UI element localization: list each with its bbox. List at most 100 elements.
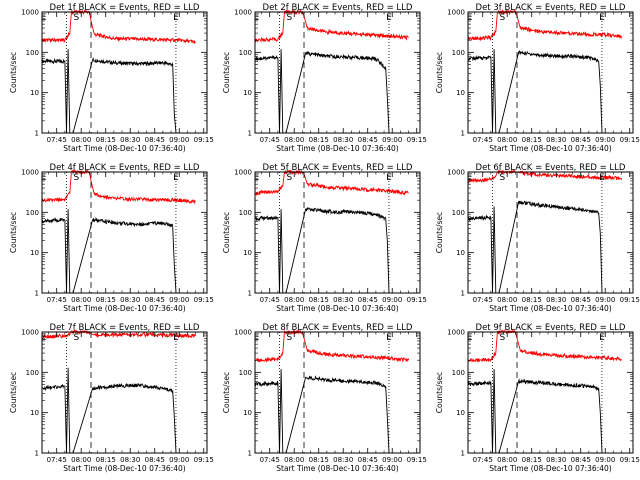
eclipse-marker: E xyxy=(386,13,392,23)
x-tick-label: 08:30 xyxy=(120,456,140,464)
x-axis-label: Start Time (08-Dec-10 07:36:40) xyxy=(276,304,398,313)
x-tick-label: 09:00 xyxy=(169,456,189,464)
x-axis-label: Start Time (08-Dec-10 07:36:40) xyxy=(63,144,185,153)
x-tick-label: 08:00 xyxy=(497,136,517,144)
y-tick-label: 10 xyxy=(30,249,39,257)
x-tick-label: 07:45 xyxy=(260,456,280,464)
x-tick-label: 07:45 xyxy=(473,456,493,464)
plot-frame xyxy=(41,11,208,134)
x-tick-label: 09:00 xyxy=(382,136,402,144)
x-tick-label: 07:45 xyxy=(473,136,493,144)
x-tick-label: 08:30 xyxy=(333,136,353,144)
saa-marker: S xyxy=(499,173,505,183)
saa-marker: S xyxy=(73,173,79,183)
saa-marker: S xyxy=(499,13,505,23)
x-tick-label: 08:45 xyxy=(571,296,591,304)
series-lld-line xyxy=(467,9,623,42)
saa-marker: S xyxy=(286,333,292,343)
x-tick-label: 08:45 xyxy=(571,456,591,464)
eclipse-marker: E xyxy=(599,333,605,343)
panel-title: Det 5f BLACK = Events, RED = LLD xyxy=(263,163,413,173)
y-tick-label: 1000 xyxy=(447,329,465,337)
panel-title: Det 4f BLACK = Events, RED = LLD xyxy=(50,163,200,173)
y-tick-label: 10 xyxy=(243,89,252,97)
x-tick-label: 07:45 xyxy=(260,296,280,304)
x-tick-label: 08:45 xyxy=(358,136,378,144)
y-tick-label: 1000 xyxy=(447,169,465,177)
y-tick-label: 100 xyxy=(239,209,252,217)
y-tick-label: 10 xyxy=(243,409,252,417)
y-tick-label: 1 xyxy=(248,130,252,138)
x-tick-label: 08:15 xyxy=(522,296,542,304)
series-events-line xyxy=(41,367,177,454)
series-events-line xyxy=(467,369,603,454)
x-tick-label: 07:45 xyxy=(47,296,67,304)
y-tick-label: 1 xyxy=(248,450,252,458)
y-tick-label: 1000 xyxy=(447,9,465,17)
saa-marker: S xyxy=(73,13,79,23)
series-lld-line xyxy=(41,9,196,45)
y-tick-label: 1 xyxy=(35,290,39,298)
x-tick-label: 08:30 xyxy=(120,296,140,304)
y-axis-label: Counts/sec xyxy=(9,52,18,93)
y-tick-label: 1 xyxy=(461,130,465,138)
x-axis-label: Start Time (08-Dec-10 07:36:40) xyxy=(489,464,611,473)
y-axis-label: Counts/sec xyxy=(9,212,18,253)
eclipse-marker: E xyxy=(386,173,392,183)
y-axis-label: Counts/sec xyxy=(435,372,444,413)
x-tick-label: 08:15 xyxy=(96,296,116,304)
x-tick-label: 07:45 xyxy=(47,456,67,464)
saa-marker: S xyxy=(73,333,79,343)
x-tick-label: 09:00 xyxy=(595,456,615,464)
x-tick-label: 09:00 xyxy=(382,296,402,304)
panel-title: Det 6f BLACK = Events, RED = LLD xyxy=(476,163,626,173)
x-axis-label: Start Time (08-Dec-10 07:36:40) xyxy=(276,144,398,153)
eclipse-marker: E xyxy=(599,13,605,23)
x-tick-label: 08:30 xyxy=(333,456,353,464)
y-tick-label: 1000 xyxy=(21,9,39,17)
plot-frame xyxy=(467,11,634,134)
x-tick-label: 08:30 xyxy=(546,136,566,144)
y-axis-label: Counts/sec xyxy=(222,372,231,413)
x-tick-label: 08:45 xyxy=(358,296,378,304)
saa-marker: S xyxy=(286,173,292,183)
x-tick-label: 09:15 xyxy=(620,296,640,304)
y-axis-label: Counts/sec xyxy=(222,212,231,253)
y-tick-label: 1 xyxy=(248,290,252,298)
x-tick-label: 08:00 xyxy=(71,456,91,464)
x-tick-label: 08:15 xyxy=(522,456,542,464)
series-events-line xyxy=(254,369,390,454)
y-tick-label: 100 xyxy=(452,209,465,217)
eclipse-marker: E xyxy=(173,173,179,183)
y-tick-label: 10 xyxy=(30,89,39,97)
y-tick-label: 100 xyxy=(26,369,39,377)
panel-title: Det 3f BLACK = Events, RED = LLD xyxy=(476,3,626,13)
plot-frame xyxy=(467,331,634,454)
y-tick-label: 100 xyxy=(26,209,39,217)
series-events-line xyxy=(254,206,390,294)
x-tick-label: 09:00 xyxy=(595,296,615,304)
series-events-line xyxy=(41,49,177,134)
x-tick-label: 08:00 xyxy=(71,136,91,144)
x-axis-label: Start Time (08-Dec-10 07:36:40) xyxy=(63,304,185,313)
series-events-line xyxy=(467,49,603,134)
y-tick-label: 1 xyxy=(461,450,465,458)
y-tick-label: 100 xyxy=(239,369,252,377)
y-tick-label: 10 xyxy=(243,249,252,257)
y-axis-label: Counts/sec xyxy=(435,212,444,253)
x-tick-label: 08:45 xyxy=(145,296,165,304)
x-tick-label: 08:30 xyxy=(120,136,140,144)
series-lld-line xyxy=(41,329,197,340)
plot-frame xyxy=(254,331,421,454)
y-tick-label: 10 xyxy=(456,249,465,257)
x-tick-label: 08:00 xyxy=(497,296,517,304)
x-tick-label: 08:45 xyxy=(145,136,165,144)
x-tick-label: 08:00 xyxy=(284,136,304,144)
